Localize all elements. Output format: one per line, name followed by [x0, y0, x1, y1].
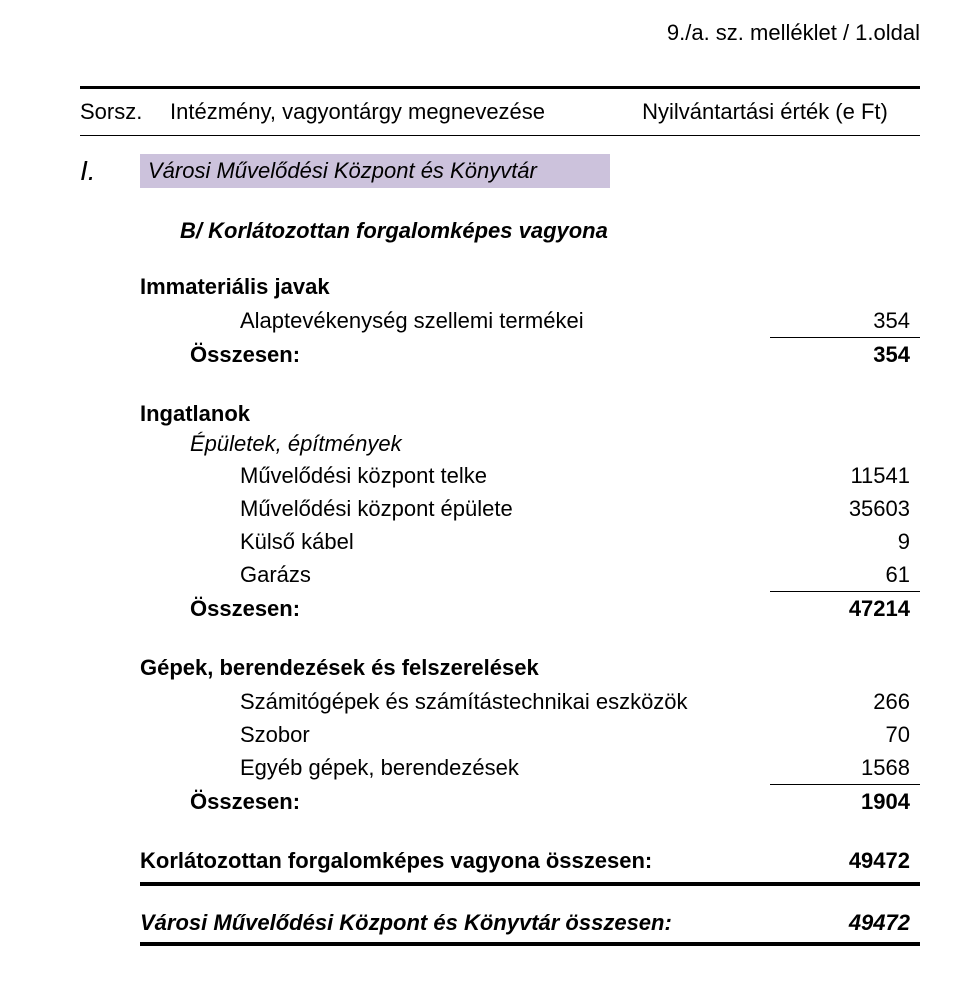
line-value: 70	[770, 718, 920, 751]
total-rule-double	[140, 882, 920, 886]
line-item: Számitógépek és számítástechnikai eszköz…	[140, 685, 920, 718]
line-label: Egyéb gépek, berendezések	[140, 751, 770, 785]
block-title: Ingatlanok	[140, 401, 920, 427]
grand-total-row: Városi Művelődési Központ és Könyvtár ös…	[140, 910, 920, 936]
line-value: 266	[770, 685, 920, 718]
line-item: Művelődési központ telke11541	[140, 459, 920, 492]
blocks-container: Immateriális javak Alaptevékenység szelle…	[80, 274, 920, 818]
line-item: Alaptevékenység szellemi termékei354	[140, 304, 920, 338]
col-header-sorsz: Sorsz.	[80, 99, 170, 125]
line-item: Egyéb gépek, berendezések1568	[140, 751, 920, 785]
line-item: Művelődési központ épülete35603	[140, 492, 920, 525]
line-label: Számitógépek és számítástechnikai eszköz…	[140, 685, 770, 718]
line-item: Garázs61	[140, 558, 920, 592]
block-sum-row: Összesen:47214	[140, 592, 920, 625]
line-value: 35603	[770, 492, 920, 525]
block-subtitle: Épületek, építmények	[190, 431, 920, 457]
col-header-name: Intézmény, vagyontárgy megnevezése	[170, 99, 610, 125]
block-title: Gépek, berendezések és felszerelések	[140, 655, 920, 681]
column-header-row: Sorsz. Intézmény, vagyontárgy megnevezés…	[80, 89, 920, 135]
line-label: Szobor	[140, 718, 770, 751]
line-item: Külső kábel9	[140, 525, 920, 558]
block: Gépek, berendezések és felszerelések Szám…	[140, 655, 920, 818]
block-sum-value: 354	[770, 338, 920, 371]
line-label: Alaptevékenység szellemi termékei	[140, 304, 770, 338]
grand-rule-double	[140, 942, 920, 946]
total-label: Korlátozottan forgalomképes vagyona össz…	[140, 848, 770, 874]
line-value: 1568	[770, 751, 920, 785]
grand-total-label: Városi Művelődési Központ és Könyvtár ös…	[140, 910, 770, 936]
section-title-row: I. Városi Művelődési Központ és Könyvtár	[80, 154, 920, 188]
block-sum-value: 47214	[770, 592, 920, 625]
line-value: 61	[770, 558, 920, 592]
block-sum-label: Összesen:	[140, 338, 770, 371]
line-item: Szobor70	[140, 718, 920, 751]
document-page: 9./a. sz. melléklet / 1.oldal Sorsz. Int…	[0, 0, 960, 986]
block-title: Immateriális javak	[140, 274, 920, 300]
col-header-value: Nyilvántartási érték (e Ft)	[610, 99, 920, 125]
line-value: 9	[770, 525, 920, 558]
section-subhead: B/ Korlátozottan forgalomképes vagyona	[180, 218, 920, 244]
line-value: 354	[770, 304, 920, 338]
line-label: Külső kábel	[140, 525, 770, 558]
block: Immateriális javak Alaptevékenység szelle…	[140, 274, 920, 371]
rule-under-header	[80, 135, 920, 136]
block-sum-row: Összesen:1904	[140, 785, 920, 818]
block-sum-label: Összesen:	[140, 785, 770, 818]
total-value: 49472	[770, 848, 920, 874]
line-label: Művelődési központ telke	[140, 459, 770, 492]
section-number: I.	[80, 155, 140, 187]
grand-total-value: 49472	[770, 910, 920, 936]
total-row: Korlátozottan forgalomképes vagyona össz…	[140, 848, 920, 874]
page-header-right: 9./a. sz. melléklet / 1.oldal	[80, 20, 920, 46]
line-value: 11541	[770, 459, 920, 492]
block-sum-value: 1904	[770, 785, 920, 818]
block-sum-row: Összesen:354	[140, 338, 920, 371]
block: IngatlanokÉpületek, építményekMűvelődési…	[140, 401, 920, 625]
section-title: Városi Művelődési Központ és Könyvtár	[140, 154, 610, 188]
block-sum-label: Összesen:	[140, 592, 770, 625]
line-label: Garázs	[140, 558, 770, 592]
line-label: Művelődési központ épülete	[140, 492, 770, 525]
